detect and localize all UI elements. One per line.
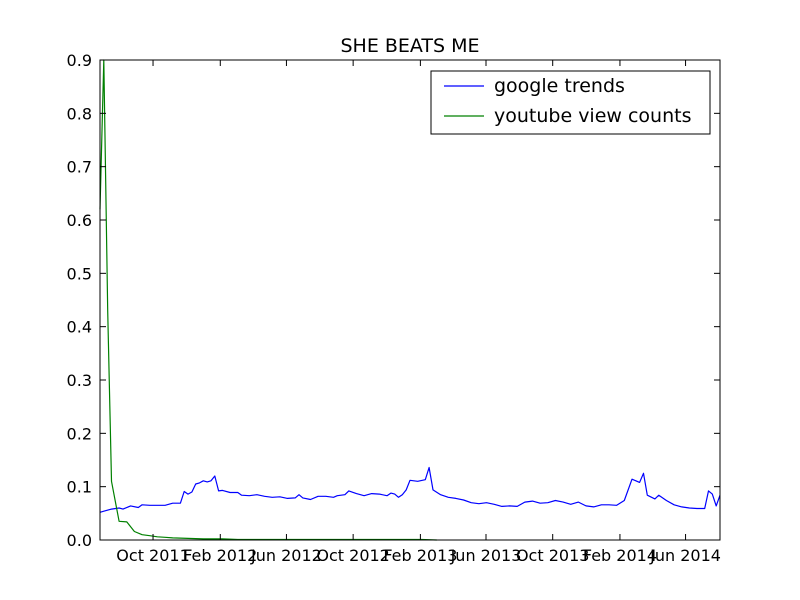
y-tick-label: 0.8 <box>67 104 92 123</box>
x-tick-label: Feb 2013 <box>383 546 457 565</box>
y-tick-label: 0.7 <box>67 158 92 177</box>
legend-label-youtube-view-counts: youtube view counts <box>494 105 692 127</box>
y-tick-label: 0.6 <box>67 211 92 230</box>
series-line-google-trends <box>99 466 721 513</box>
x-tick-label: Jun 2014 <box>649 546 721 565</box>
y-tick-label: 0.0 <box>67 531 92 550</box>
legend-label-google-trends: google trends <box>494 75 625 97</box>
x-tick-label: Feb 2012 <box>183 546 257 565</box>
x-tick-label: Feb 2014 <box>583 546 657 565</box>
y-tick-label: 0.3 <box>67 371 92 390</box>
legend-box <box>430 70 711 135</box>
x-tick-label: Oct 2011 <box>116 546 189 565</box>
x-tick-label: Oct 2013 <box>516 546 589 565</box>
y-tick-label: 0.9 <box>67 51 92 70</box>
y-tick-label: 0.2 <box>67 424 92 443</box>
plot-area-frame <box>99 59 721 541</box>
legend: google trends youtube view counts <box>430 70 711 135</box>
y-tick-label: 0.4 <box>67 318 92 337</box>
x-tick-label: Jun 2012 <box>250 546 322 565</box>
x-tick-label: Jun 2013 <box>450 546 522 565</box>
y-tick-label: 0.1 <box>67 478 92 497</box>
y-tick-label: 0.5 <box>67 264 92 283</box>
chart-title: SHE BEATS ME <box>340 35 479 57</box>
x-tick-label: Oct 2012 <box>316 546 389 565</box>
